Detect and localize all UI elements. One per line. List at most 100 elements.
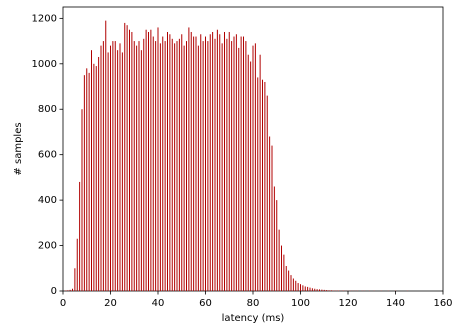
bar [136,45,138,292]
bar [138,41,140,291]
bar [219,34,221,291]
bar [105,20,107,292]
y-tick-label: 1000 [32,59,57,70]
x-tick-label: 80 [247,298,260,309]
bar [205,36,206,292]
bar [112,41,114,291]
bar [83,75,85,291]
bar [155,41,157,291]
bar [321,289,323,291]
bar [243,36,244,292]
bar [207,41,209,291]
bar [195,36,197,292]
bar [183,45,185,292]
bar [181,34,183,291]
bar [95,66,97,292]
x-tick-label: 120 [338,298,357,309]
bar [79,181,81,291]
bar [209,34,211,291]
bar [162,36,164,292]
bar [254,43,256,291]
bar [328,290,330,291]
bar [202,41,204,291]
bar [133,41,135,291]
bar [245,41,247,291]
bar [252,45,254,292]
bar [169,34,171,291]
y-tick-label: 200 [38,241,57,252]
bar [150,29,152,291]
bar [228,31,230,291]
x-axis-label: latency (ms) [222,313,285,324]
bar [285,266,287,291]
bar [226,38,228,291]
bar [131,31,133,291]
y-tick-label: 400 [38,195,57,206]
bar [129,29,130,291]
bar [174,43,176,291]
bar [212,31,214,291]
bar [140,50,142,291]
bar [176,41,178,291]
bar [309,287,311,291]
bar [257,77,259,291]
bar [231,41,233,291]
bar [167,31,168,291]
bar [283,254,285,291]
bar [216,29,218,291]
bar [119,43,121,291]
bar [152,36,154,292]
bar [110,45,111,292]
bar [67,290,69,291]
bar [273,186,275,291]
bar [247,54,249,291]
bar [178,38,180,291]
bar [188,27,190,292]
bar [300,284,301,291]
bar [171,38,173,291]
bar [240,36,242,292]
bar [124,22,126,292]
x-tick-label: 40 [152,298,165,309]
bar [314,288,316,291]
bar [186,41,187,291]
bar [292,278,294,291]
bar [76,238,78,291]
bar [143,38,145,291]
bar [107,52,109,291]
bar [164,41,166,291]
bar [326,290,328,291]
bar [266,95,268,291]
x-tick-label: 140 [386,298,405,309]
x-tick-label: 100 [291,298,310,309]
bar [100,45,102,292]
bar [330,290,332,291]
bar [197,45,199,292]
bar [311,288,313,291]
bar [145,29,147,291]
bar [81,109,83,292]
bar [297,283,299,291]
bar [121,52,123,291]
y-tick-label: 0 [51,286,57,297]
bar [319,289,320,291]
bar [117,50,119,291]
bar [290,275,292,291]
bar [304,286,306,291]
bar [221,43,223,291]
bar [224,31,225,291]
bar [69,289,71,291]
x-tick-label: 20 [104,298,117,309]
bar [271,145,273,291]
bar [235,34,237,291]
x-tick-label: 160 [433,298,452,309]
bar [262,79,263,291]
bar [302,285,304,291]
bar [200,34,202,291]
y-tick-label: 1200 [32,13,57,24]
bar [233,36,235,292]
bar [214,38,216,291]
bar [126,25,128,292]
bar [102,41,104,291]
